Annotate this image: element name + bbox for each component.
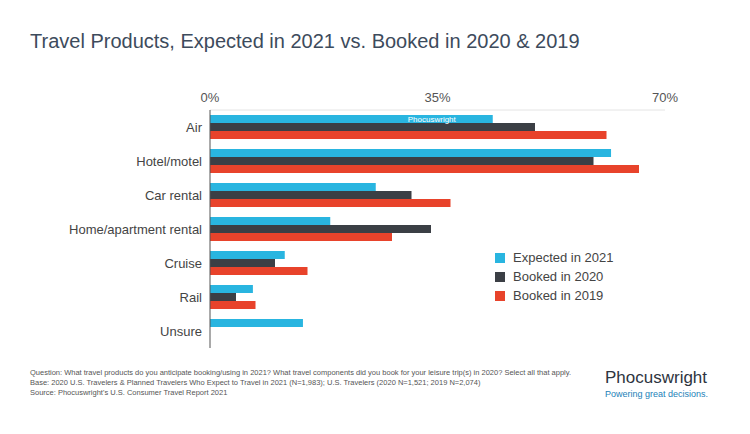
html-text:Phocuswright: Phocuswright	[407, 115, 456, 124]
html-text:Base: 2020 U.S. Travelers & Pl: Base: 2020 U.S. Travelers & Planned Trav…	[30, 378, 481, 387]
svg-text:Cruise: Cruise	[164, 256, 202, 271]
svg-text:Unsure: Unsure	[160, 324, 202, 339]
svg-text:Rail: Rail	[180, 290, 203, 305]
html-text:Phocuswright: Phocuswright	[605, 368, 708, 387]
svg-text:35%: 35%	[424, 90, 450, 105]
html-text:Expected in 2021: Expected in 2021	[513, 250, 614, 265]
svg-text:Car rental: Car rental	[145, 188, 202, 203]
html-text:Powering great decisions.: Powering great decisions.	[605, 389, 709, 399]
html-text:Source: Phocuswright's U.S. Co: Source: Phocuswright's U.S. Consumer Tra…	[30, 388, 228, 397]
svg-text:70%: 70%	[652, 90, 678, 105]
svg-text:0%: 0%	[201, 90, 220, 105]
html-text:Travel Products, Expected in 2: Travel Products, Expected in 2021 vs. Bo…	[30, 30, 580, 52]
svg-text:Hotel/motel: Hotel/motel	[136, 154, 202, 169]
svg-text:Home/apartment rental: Home/apartment rental	[69, 222, 202, 237]
html-text:Booked in 2020: Booked in 2020	[513, 269, 604, 284]
html-text:Booked in 2019: Booked in 2019	[513, 288, 604, 303]
svg-text:Air: Air	[186, 120, 203, 135]
html-text:Question: What travel products: Question: What travel products do you an…	[30, 368, 571, 377]
